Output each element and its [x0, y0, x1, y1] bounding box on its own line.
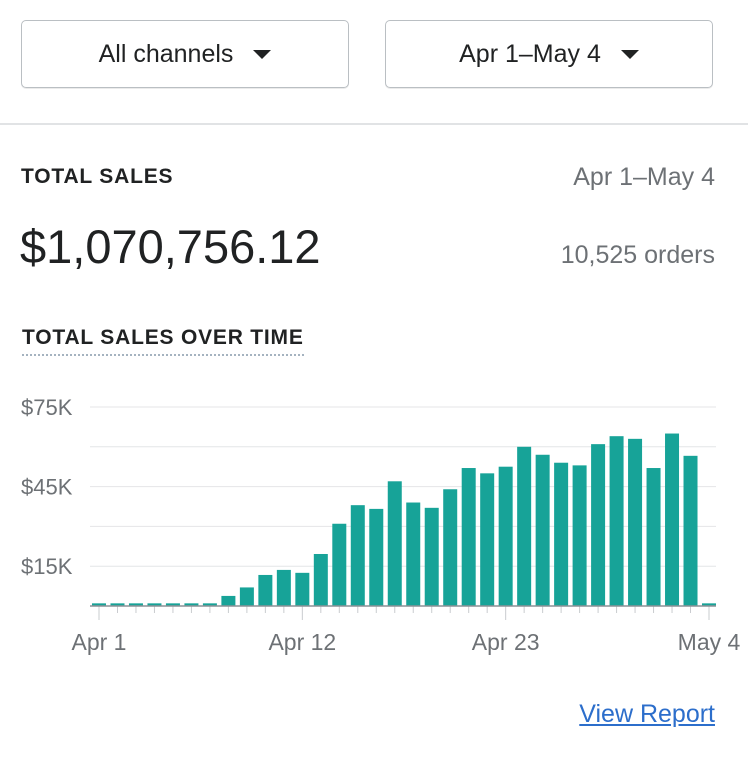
- summary-title: TOTAL SALES: [21, 165, 174, 188]
- bar: [350, 505, 365, 606]
- bar: [498, 466, 513, 606]
- bar: [665, 433, 680, 606]
- y-tick-label: $15K: [21, 554, 73, 579]
- total-sales: $1,070,756.12: [20, 220, 321, 273]
- view-report-link[interactable]: View Report: [579, 700, 715, 728]
- bar: [609, 436, 624, 606]
- channel-label: All channels: [98, 39, 234, 68]
- bar: [461, 468, 476, 606]
- bar: [591, 444, 606, 606]
- bar: [184, 603, 199, 606]
- bar: [480, 473, 495, 606]
- bar: [110, 603, 125, 606]
- bar: [702, 603, 716, 606]
- bar: [332, 523, 347, 606]
- summary-date: Apr 1–May 4: [573, 163, 715, 191]
- caret: [620, 49, 639, 59]
- bar: [628, 438, 643, 606]
- bar: [369, 508, 384, 606]
- date-label: Apr 1–May 4: [459, 39, 601, 68]
- bar: [572, 465, 587, 606]
- bar: [165, 603, 180, 606]
- bar: [258, 574, 273, 606]
- bar: [535, 454, 550, 606]
- x-tick-label: Apr 1: [72, 629, 127, 655]
- orders: 10,525 orders: [560, 241, 715, 269]
- chart: $15K $45K $75K Apr 1 Apr 12 Apr 23 May 4: [21, 395, 741, 655]
- bar: [147, 603, 162, 606]
- caret: [253, 49, 272, 59]
- bar: [517, 446, 532, 606]
- bar: [276, 569, 291, 606]
- bar: [295, 572, 310, 606]
- x-tick-label: Apr 12: [268, 629, 336, 655]
- x-tick-label: Apr 23: [472, 629, 540, 655]
- bar: [424, 507, 439, 606]
- bar: [239, 587, 254, 606]
- y-tick-label: $45K: [21, 474, 73, 499]
- bar: [128, 603, 143, 606]
- bar: [313, 553, 328, 606]
- bar: [202, 603, 217, 606]
- bar: [443, 489, 458, 606]
- bar: [406, 502, 421, 606]
- chart-title: TOTAL SALES OVER TIME: [22, 326, 304, 356]
- y-tick-label: $75K: [21, 395, 73, 420]
- divider: [0, 123, 748, 125]
- x-tick-label: May 4: [678, 629, 741, 655]
- bar: [646, 468, 661, 606]
- bar: [554, 462, 569, 606]
- bar: [92, 603, 106, 606]
- date-filter[interactable]: Apr 1–May 4: [385, 20, 713, 88]
- channel-filter[interactable]: All channels: [21, 20, 349, 88]
- bar: [221, 595, 236, 606]
- bar: [387, 481, 402, 606]
- bar: [683, 455, 698, 606]
